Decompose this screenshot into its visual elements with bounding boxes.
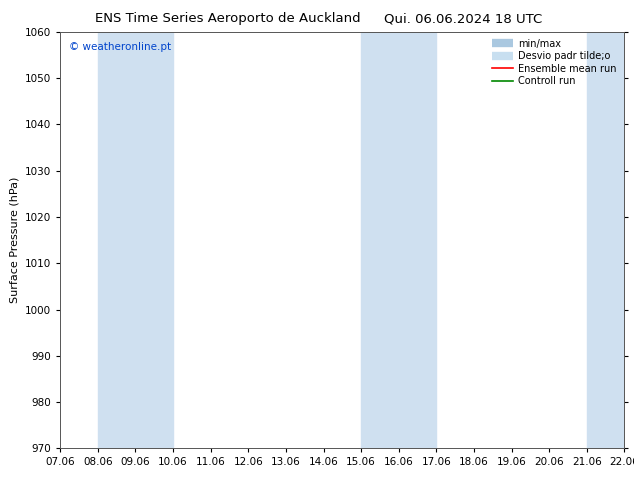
Bar xyxy=(98,32,173,448)
Text: © weatheronline.pt: © weatheronline.pt xyxy=(68,42,171,52)
Text: ENS Time Series Aeroporto de Auckland: ENS Time Series Aeroporto de Auckland xyxy=(96,12,361,25)
Y-axis label: Surface Pressure (hPa): Surface Pressure (hPa) xyxy=(10,177,20,303)
Bar xyxy=(361,32,436,448)
Legend: min/max, Desvio padr tilde;o, Ensemble mean run, Controll run: min/max, Desvio padr tilde;o, Ensemble m… xyxy=(489,36,619,89)
Text: Qui. 06.06.2024 18 UTC: Qui. 06.06.2024 18 UTC xyxy=(384,12,542,25)
Bar xyxy=(587,32,624,448)
